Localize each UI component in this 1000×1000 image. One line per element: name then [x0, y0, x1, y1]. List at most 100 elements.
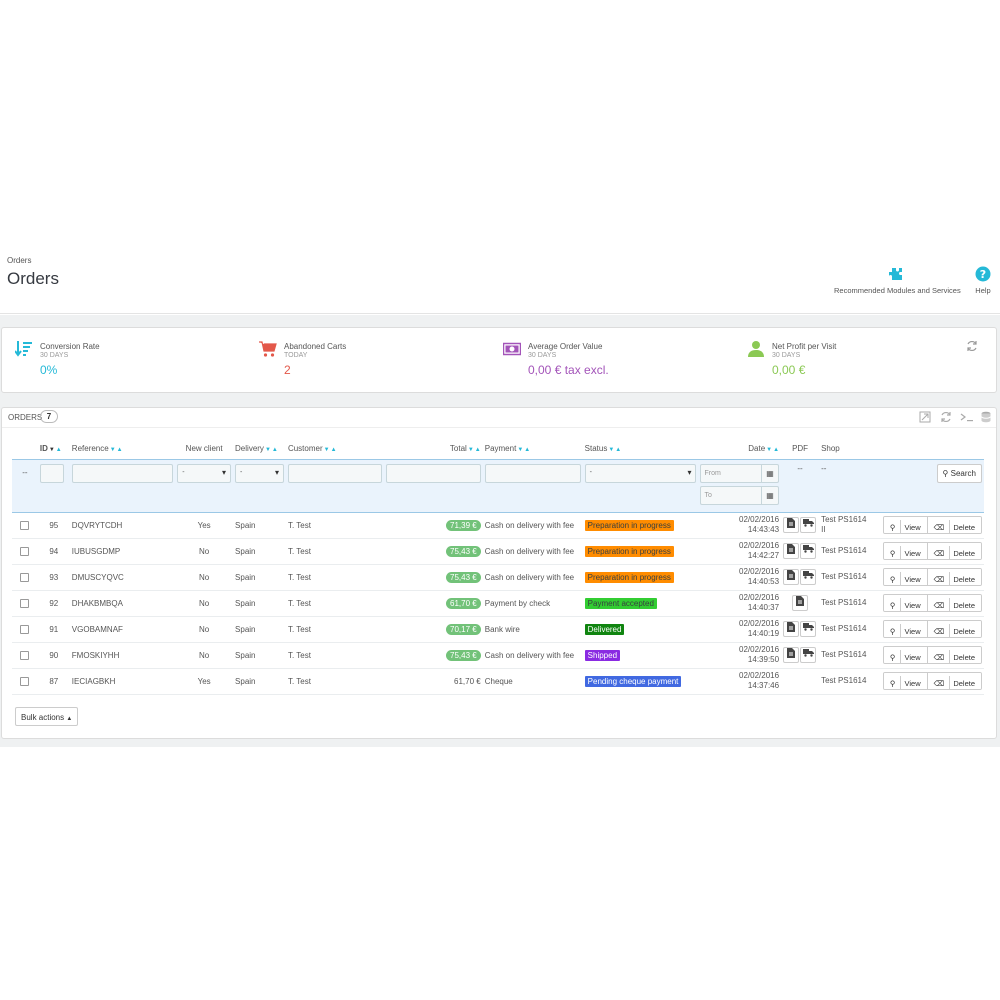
order-payment: Cash on delivery with fee	[482, 642, 583, 669]
order-payment: Bank wire	[482, 616, 583, 643]
delete-button[interactable]: ⌫ Delete	[926, 543, 981, 559]
refresh-icon[interactable]	[966, 340, 978, 352]
column-header-customer[interactable]: Customer▼▲	[287, 443, 337, 453]
refresh-list-icon[interactable]	[940, 411, 952, 423]
order-payment: Cheque	[482, 668, 583, 695]
panel-title: Orders	[8, 413, 43, 422]
sql-query-icon[interactable]	[960, 411, 973, 423]
table-row[interactable]: 92 DHAKBMBQA No Spain T. Test 61,70 € Pa…	[12, 590, 984, 617]
view-label: View	[900, 520, 924, 533]
view-button[interactable]: ⚲ View	[883, 543, 927, 559]
puzzle-icon	[889, 268, 903, 280]
delete-button[interactable]: ⌫ Delete	[926, 673, 981, 689]
table-row[interactable]: 93 DMUSCYQVC No Spain T. Test 75,43 € Ca…	[12, 564, 984, 591]
row-checkbox[interactable]	[20, 520, 30, 530]
row-checkbox[interactable]	[20, 598, 30, 608]
view-button[interactable]: ⚲ View	[883, 647, 927, 663]
column-header-new-client: New client	[185, 443, 223, 453]
calendar-icon[interactable]: ▦	[761, 463, 780, 483]
row-checkbox[interactable]	[20, 650, 30, 660]
delivery-slip-icon[interactable]	[800, 517, 817, 533]
order-shop: Test PS1614	[821, 546, 867, 555]
delivery-slip-icon[interactable]	[800, 569, 817, 585]
view-button[interactable]: ⚲ View	[883, 569, 927, 585]
table-row[interactable]: 94 IUBUSGDMP No Spain T. Test 75,43 € Ca…	[12, 538, 984, 565]
delivery-slip-icon[interactable]	[800, 621, 817, 637]
order-total: 75,43 €	[446, 649, 481, 661]
row-checkbox[interactable]	[20, 676, 30, 686]
column-header-pdf: PDF	[792, 443, 809, 453]
order-reference: IECIAGBKH	[69, 668, 176, 695]
order-time: 14:43:43	[747, 525, 780, 534]
column-header-delivery[interactable]: Delivery▼▲	[235, 443, 278, 453]
invoice-icon[interactable]	[783, 647, 800, 663]
column-header-payment[interactable]: Payment▼▲	[484, 443, 531, 453]
filter-date-from[interactable]: From ▦	[700, 463, 780, 483]
filter-new-client-select[interactable]: -	[177, 463, 232, 483]
trash-icon: ⌫	[930, 650, 948, 663]
column-header-id[interactable]: ID▼▲	[39, 443, 62, 453]
filter-delivery-select[interactable]: -	[235, 463, 284, 483]
column-header-date[interactable]: Date▼▲	[748, 443, 780, 453]
delete-label: Delete	[949, 650, 978, 663]
row-checkbox[interactable]	[20, 624, 30, 634]
view-label: View	[900, 624, 924, 637]
date-from-input[interactable]: From	[700, 463, 762, 483]
delete-button[interactable]: ⌫ Delete	[926, 621, 981, 637]
view-button[interactable]: ⚲ View	[883, 621, 927, 637]
row-checkbox[interactable]	[20, 572, 30, 582]
database-icon[interactable]	[980, 411, 992, 423]
view-button[interactable]: ⚲ View	[883, 517, 927, 533]
zoom-in-icon: ⚲	[886, 598, 899, 611]
filter-date-to[interactable]: To ▦	[700, 485, 780, 505]
invoice-icon[interactable]	[791, 595, 808, 611]
calendar-icon[interactable]: ▦	[761, 485, 780, 505]
row-checkbox[interactable]	[20, 546, 30, 556]
delete-button[interactable]: ⌫ Delete	[926, 517, 981, 533]
search-button[interactable]: ⚲ Search	[936, 463, 982, 483]
filter-status-select[interactable]: -	[584, 463, 697, 483]
order-delivery: Spain	[233, 512, 286, 539]
order-date: 02/02/2016	[739, 567, 780, 576]
column-header-total[interactable]: Total▼▲	[449, 443, 481, 453]
filter-id-input[interactable]	[39, 463, 64, 483]
recommended-modules-button[interactable]: Recommended Modules and Services	[834, 266, 961, 295]
view-button[interactable]: ⚲ View	[883, 595, 927, 611]
view-label: View	[900, 676, 924, 689]
filter-total-input[interactable]	[386, 463, 481, 483]
invoice-icon[interactable]	[783, 621, 800, 637]
invoice-icon[interactable]	[783, 569, 800, 585]
table-row[interactable]: 95 DQVRYTCDH Yes Spain T. Test 71,39 € C…	[12, 512, 984, 539]
delete-button[interactable]: ⌫ Delete	[926, 569, 981, 585]
table-row[interactable]: 87 IECIAGBKH Yes Spain T. Test 61,70 € C…	[12, 668, 984, 695]
search-icon: ⚲	[942, 468, 949, 478]
row-actions: ⚲ View ⌫ Delete	[882, 672, 982, 690]
delete-button[interactable]: ⌫ Delete	[926, 595, 981, 611]
date-to-input[interactable]: To	[700, 485, 762, 505]
delete-button[interactable]: ⌫ Delete	[926, 647, 981, 663]
order-total: 61,70 €	[446, 597, 481, 609]
column-header-reference[interactable]: Reference▼▲	[71, 443, 123, 453]
table-row[interactable]: 91 VGOBAMNAF No Spain T. Test 70,17 € Ba…	[12, 616, 984, 643]
help-button[interactable]: ? Help	[975, 266, 991, 295]
filter-payment-input[interactable]	[484, 463, 581, 483]
order-customer: T. Test	[285, 668, 385, 695]
zoom-in-icon: ⚲	[886, 624, 899, 637]
order-shop-extra: II	[821, 525, 826, 534]
invoice-icon[interactable]	[783, 517, 800, 533]
delivery-slip-icon[interactable]	[800, 543, 817, 559]
delivery-slip-icon[interactable]	[800, 647, 817, 663]
table-row[interactable]: 90 FMOSKIYHH No Spain T. Test 75,43 € Ca…	[12, 642, 984, 669]
export-icon[interactable]	[919, 411, 931, 423]
filter-reference-input[interactable]	[71, 463, 174, 483]
trash-icon: ⌫	[930, 520, 948, 533]
order-delivery: Spain	[233, 564, 286, 591]
order-shop: Test PS1614	[821, 598, 867, 607]
view-button[interactable]: ⚲ View	[883, 673, 927, 689]
delete-label: Delete	[949, 572, 978, 585]
bulk-actions-button[interactable]: Bulk actions ▲	[15, 707, 79, 726]
breadcrumb[interactable]: Orders	[7, 256, 32, 265]
invoice-icon[interactable]	[783, 543, 800, 559]
filter-customer-input[interactable]	[287, 463, 383, 483]
column-header-status[interactable]: Status▼▲	[584, 443, 622, 453]
